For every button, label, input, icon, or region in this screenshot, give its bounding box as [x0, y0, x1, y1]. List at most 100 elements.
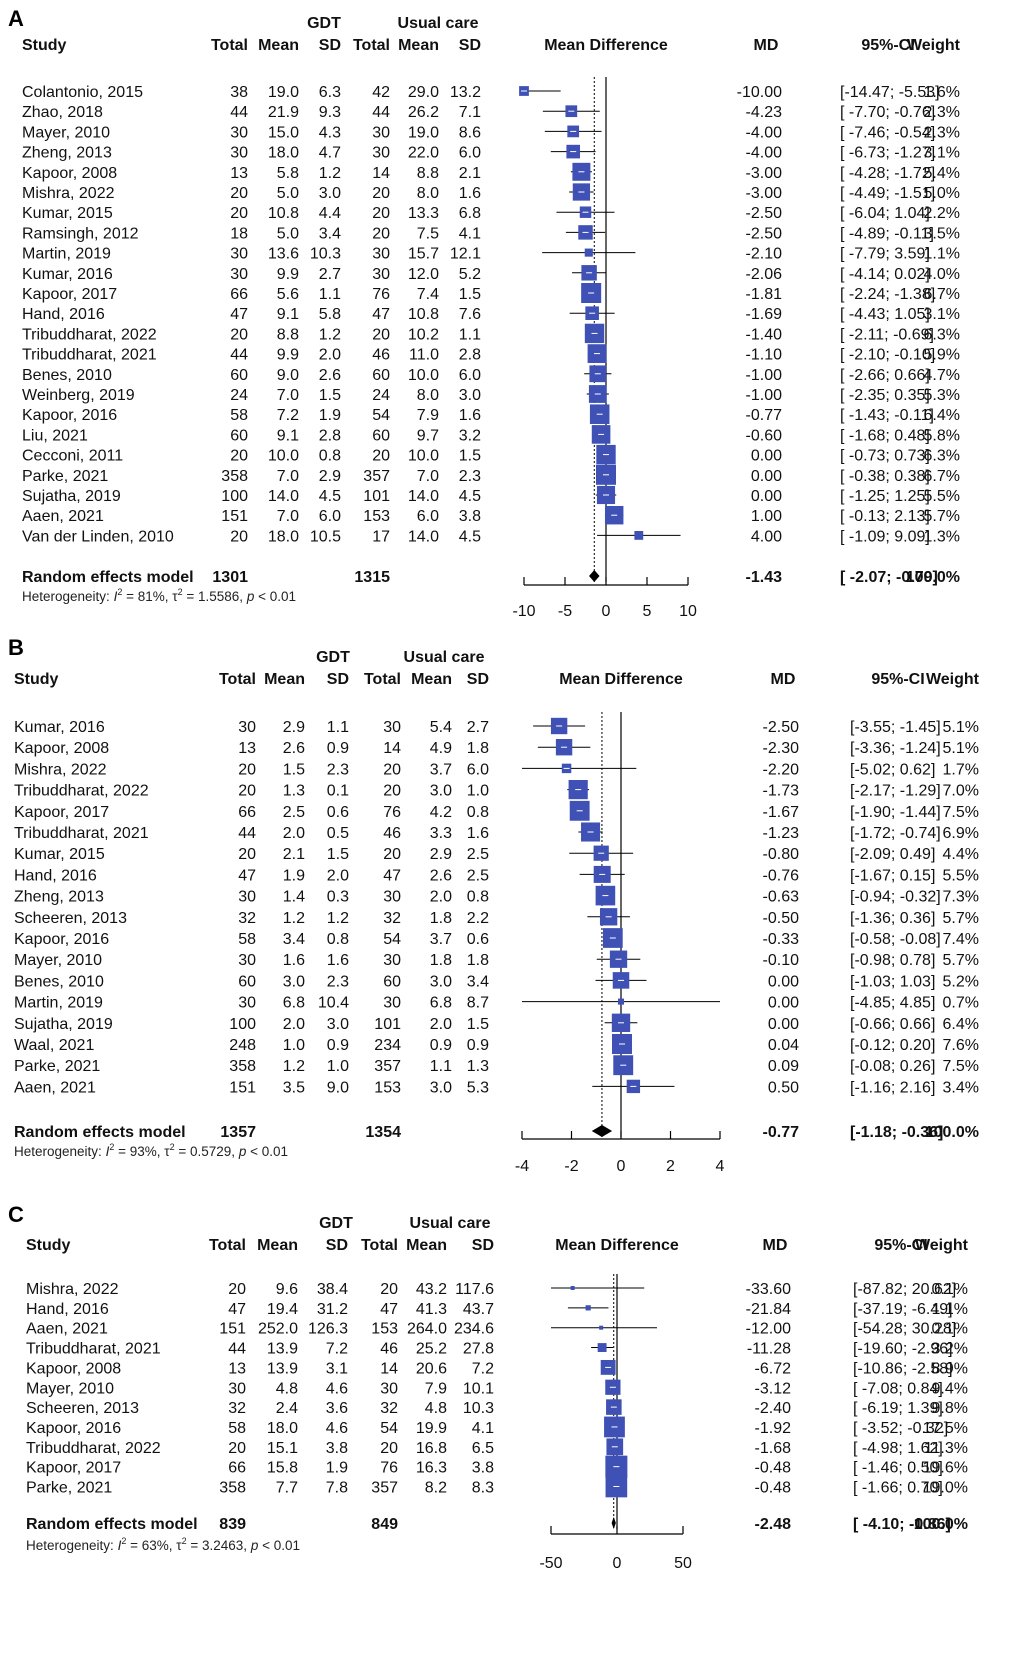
study-row: Tribuddharat, 2022 20 15.1 3.8 20 16.8 6.5 -1.6…	[26, 1438, 968, 1457]
usual-care-mean: 2.9	[430, 846, 452, 863]
ci-value: [-1.16; 2.16]	[850, 1079, 935, 1096]
study-name: Zheng, 2013	[14, 889, 104, 906]
ci-value: [ -0.13; 2.13]	[840, 508, 930, 525]
group2-header: Usual care	[398, 15, 479, 32]
usual-care-total: 20	[383, 783, 401, 800]
usual-care-total: 20	[372, 225, 390, 242]
md-value: 4.00	[751, 528, 782, 545]
md-value: -1.69	[746, 306, 783, 323]
gdt-mean: 5.8	[277, 165, 299, 182]
usual-care-sd: 3.2	[459, 427, 481, 444]
sd-column-header: SD	[326, 1237, 348, 1254]
study-row: Kumar, 2015 20 10.8 4.4 20 13.3 6.8 -2.50 [ -6.0…	[22, 205, 960, 222]
effect-box	[585, 1305, 591, 1311]
gdt-sd: 4.6	[326, 1420, 348, 1437]
study-name: Aaen, 2021	[14, 1079, 96, 1096]
study-row: Kapoor, 2016 58 18.0 4.6 54 19.9 4.1 -1.92 [ -3.…	[26, 1416, 968, 1438]
usual-care-sd: 2.2	[467, 910, 489, 927]
gdt-sd: 2.0	[327, 867, 349, 884]
md-value: -1.00	[746, 387, 783, 404]
weight-value: 0.7%	[943, 995, 979, 1012]
x-tick-label: 10	[679, 603, 697, 620]
x-tick-label: 0	[613, 1555, 622, 1572]
ci-value: [-4.85; 4.85]	[850, 995, 935, 1012]
pooled-row: Random effects model 839 849 -2.48 [ -4.10; …	[26, 1516, 968, 1533]
usual-care-mean: 2.6	[430, 867, 452, 884]
usual-care-sd: 27.8	[463, 1341, 494, 1358]
usual-care-sd: 2.3	[459, 468, 481, 485]
gdt-total: 151	[221, 508, 248, 525]
usual-care-sd: 117.6	[455, 1281, 494, 1298]
study-row: Kapoor, 2008 13 5.8 1.2 14 8.8 2.1 -3.00 [ -4.28…	[22, 162, 960, 182]
usual-care-total: 76	[383, 804, 401, 821]
usual-care-mean: 22.0	[408, 145, 439, 162]
study-column-header: Study	[22, 37, 67, 54]
gdt-mean: 15.1	[267, 1440, 298, 1457]
pooled-md: -2.48	[755, 1516, 792, 1533]
gdt-total: 32	[238, 910, 256, 927]
usual-care-mean: 0.9	[430, 1037, 452, 1054]
gdt-sd: 1.2	[319, 326, 341, 343]
weight-value: 5.8%	[924, 427, 960, 444]
usual-care-sd: 7.6	[459, 306, 481, 323]
ci-value: [-1.03; 1.03]	[850, 973, 935, 990]
gdt-sd: 1.9	[319, 407, 341, 424]
usual-care-mean: 16.3	[416, 1460, 447, 1477]
gdt-mean: 2.4	[276, 1400, 298, 1417]
md-value: 0.00	[751, 488, 782, 505]
usual-care-mean: 19.9	[416, 1420, 447, 1437]
pooled-ci: [-1.18; -0.36]	[850, 1124, 943, 1141]
gdt-mean: 13.9	[267, 1360, 298, 1377]
total-column-header: Total	[219, 671, 256, 688]
gdt-total: 30	[230, 145, 248, 162]
usual-care-mean: 1.8	[430, 952, 452, 969]
gdt-sd: 3.8	[326, 1440, 348, 1457]
usual-care-mean: 8.8	[417, 165, 439, 182]
gdt-total: 18	[230, 225, 248, 242]
usual-care-total: 153	[371, 1321, 398, 1338]
study-name: Kapoor, 2017	[26, 1460, 121, 1477]
md-value: -1.23	[763, 825, 800, 842]
usual-care-sd: 4.5	[459, 528, 481, 545]
superscript-two: 2	[121, 1536, 126, 1546]
pooled-usual-care-total: 849	[371, 1516, 398, 1533]
usual-care-mean: 8.2	[425, 1480, 447, 1497]
ci-value: [-2.17; -1.29]	[850, 783, 941, 800]
study-name: Benes, 2010	[22, 367, 112, 384]
gdt-total: 32	[228, 1400, 246, 1417]
usual-care-total: 14	[380, 1360, 398, 1377]
weight-value: 5.5%	[943, 867, 979, 884]
study-row: Kumar, 2015 20 2.1 1.5 20 2.9 2.5 -0.80 [-2.09; …	[14, 845, 979, 863]
md-value: 0.00	[768, 973, 799, 990]
ci-value: [ -2.11; -0.69]	[840, 326, 934, 343]
usual-care-mean: 2.0	[430, 889, 452, 906]
gdt-total: 58	[238, 931, 256, 948]
effect-column-header: Mean Difference	[559, 671, 683, 688]
usual-care-mean: 14.0	[408, 528, 439, 545]
gdt-mean: 18.0	[268, 528, 299, 545]
ci-value: [-87.82; 20.62]	[853, 1281, 956, 1298]
forest-panel-a: A GDT Usual care Study Total Mean SD Total Mean S…	[8, 6, 961, 620]
gdt-sd: 126.3	[308, 1321, 348, 1338]
gdt-sd: 9.3	[319, 104, 341, 121]
md-value: -21.84	[746, 1301, 791, 1318]
study-row: Parke, 2021 358 7.7 7.8 357 8.2 8.3 -0.48 [ -1.6…	[26, 1475, 968, 1498]
ci-value: [-54.28; 30.28]	[853, 1321, 956, 1338]
weight-value: 3.5%	[924, 225, 960, 242]
study-row: Waal, 2021 248 1.0 0.9 234 0.9 0.9 0.04 [-0.12; …	[14, 1034, 979, 1054]
weight-value: 3.1%	[924, 145, 960, 162]
weight-value: 5.4%	[924, 165, 960, 182]
md-value: 0.04	[768, 1037, 799, 1054]
gdt-sd: 10.5	[310, 528, 341, 545]
md-value: -2.20	[763, 761, 800, 778]
usual-care-total: 54	[383, 931, 401, 948]
usual-care-sd: 6.5	[472, 1440, 494, 1457]
ci-value: [ -7.70; -0.76]	[840, 104, 935, 121]
ci-value: [-5.02; 0.62]	[850, 761, 935, 778]
effect-box	[597, 1343, 607, 1352]
usual-care-total: 46	[383, 825, 401, 842]
heterogeneity-prefix: Heterogeneity:	[26, 1538, 118, 1553]
heterogeneity-p-sym: p	[238, 1144, 247, 1159]
gdt-total: 30	[238, 995, 256, 1012]
usual-care-mean: 13.3	[408, 205, 439, 222]
